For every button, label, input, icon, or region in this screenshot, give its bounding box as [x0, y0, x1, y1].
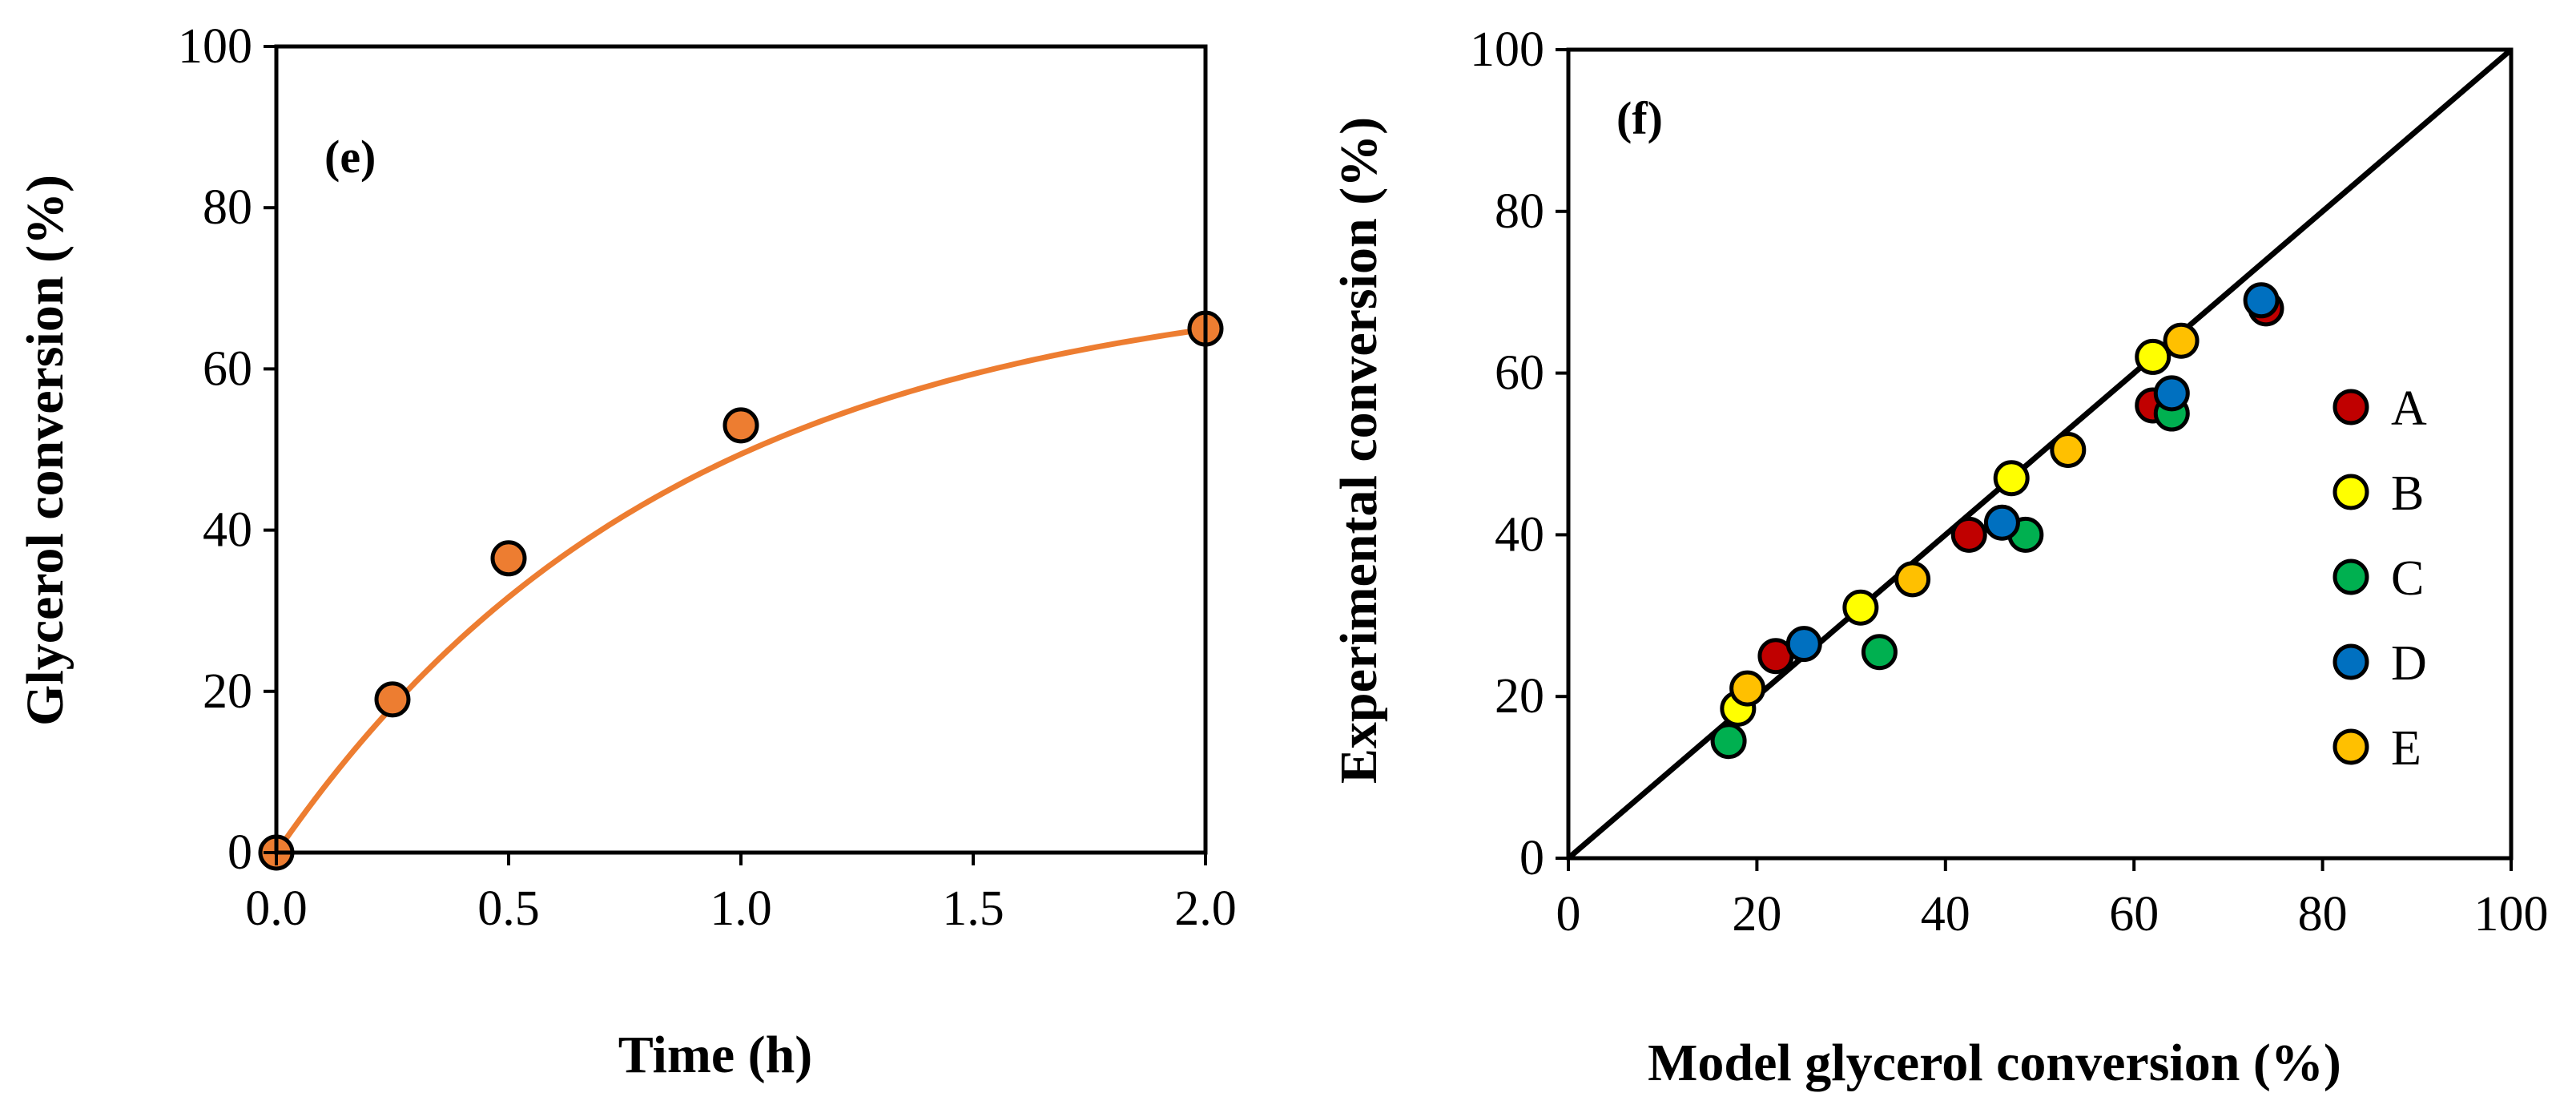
- f-data-point-b: [1842, 589, 1879, 626]
- f-data-point-b: [1993, 460, 2030, 497]
- f-x-axis-title: Model glycerol conversion (%): [1648, 1034, 2341, 1092]
- f-legend-label-d: D: [2391, 636, 2427, 691]
- f-ticks: 0 20 40 60 80 100 0 20 40 60 80 100: [1470, 22, 2549, 942]
- f-data-point-d: [1785, 626, 1822, 663]
- e-y-tick-label: 0: [227, 825, 252, 880]
- f-y-tick-label: 0: [1519, 831, 1544, 885]
- f-y-axis-title: Experimental conversion (%): [1330, 117, 1388, 784]
- f-data-point-b: [2135, 338, 2171, 375]
- f-legend-label-b: B: [2391, 466, 2424, 521]
- f-legend-marker-c: [2332, 559, 2369, 595]
- f-x-tick-label: 20: [1732, 887, 1781, 942]
- e-plot-frame: [274, 44, 1208, 855]
- f-data-point-c: [1710, 723, 1747, 760]
- e-y-tick-label: 60: [203, 341, 252, 396]
- f-data-point-e: [2163, 322, 2200, 359]
- f-x-tick-label: 60: [2109, 887, 2159, 942]
- f-data-point-d: [2153, 375, 2190, 412]
- f-data-point-d: [2243, 282, 2280, 319]
- e-marks: [258, 310, 1224, 871]
- e-x-tick-label: 0.5: [477, 881, 540, 936]
- f-legend-marker-e: [2332, 728, 2369, 765]
- e-data-point: [490, 540, 527, 577]
- f-y-tick-label: 60: [1495, 346, 1544, 401]
- e-x-axis-title: Time (h): [618, 1026, 813, 1084]
- f-legend-marker-b: [2332, 474, 2369, 510]
- f-data-point-e: [2050, 431, 2087, 468]
- e-y-tick-label: 20: [203, 664, 252, 719]
- e-x-tick-label: 0.0: [245, 881, 308, 936]
- f-data-point-c: [1861, 634, 1898, 671]
- f-data-point-a: [1950, 516, 1987, 553]
- f-panel-tag: (f): [1616, 92, 1663, 144]
- f-data-point-e: [1729, 670, 1766, 707]
- f-data-point-d: [1983, 504, 2020, 541]
- f-y-tick-label: 80: [1495, 184, 1544, 239]
- f-x-tick-label: 0: [1556, 887, 1581, 942]
- f-legend-marker-a: [2332, 389, 2369, 425]
- f-parity-line: [1566, 47, 2514, 861]
- chart-e: 0.0 0.5 1.0 1.5 2.0 0 20 40 60 80 100 (e) Time (h)…: [16, 19, 1237, 1084]
- e-x-tick-label: 1.0: [710, 881, 772, 936]
- f-plot-frame: [1566, 47, 2514, 861]
- f-x-tick-label: 100: [2474, 887, 2549, 942]
- f-legend-label-a: A: [2391, 381, 2427, 436]
- e-y-tick-label: 80: [203, 180, 252, 235]
- e-ticks: 0.0 0.5 1.0 1.5 2.0 0 20 40 60 80 100: [178, 19, 1237, 936]
- e-y-axis-title: Glycerol conversion (%): [16, 175, 74, 726]
- e-y-tick-label: 100: [178, 19, 252, 74]
- e-y-tick-label: 40: [203, 503, 252, 558]
- f-x-tick-label: 40: [1921, 887, 1970, 942]
- f-y-tick-label: 20: [1495, 669, 1544, 724]
- f-y-tick-label: 100: [1470, 22, 1544, 77]
- e-data-point: [722, 407, 759, 444]
- e-fit-curve: [274, 326, 1206, 855]
- e-x-tick-label: 2.0: [1174, 881, 1237, 936]
- e-data-point: [374, 681, 411, 718]
- e-panel-tag: (e): [324, 131, 376, 183]
- f-y-tick-label: 40: [1495, 507, 1544, 562]
- e-x-tick-label: 1.5: [942, 881, 1004, 936]
- f-marks: [1566, 47, 2514, 861]
- f-legend-label-c: C: [2391, 551, 2424, 606]
- f-legend-marker-d: [2332, 643, 2369, 680]
- f-x-tick-label: 80: [2298, 887, 2348, 942]
- f-data-point-e: [1894, 561, 1931, 598]
- f-legend-label-e: E: [2391, 721, 2421, 776]
